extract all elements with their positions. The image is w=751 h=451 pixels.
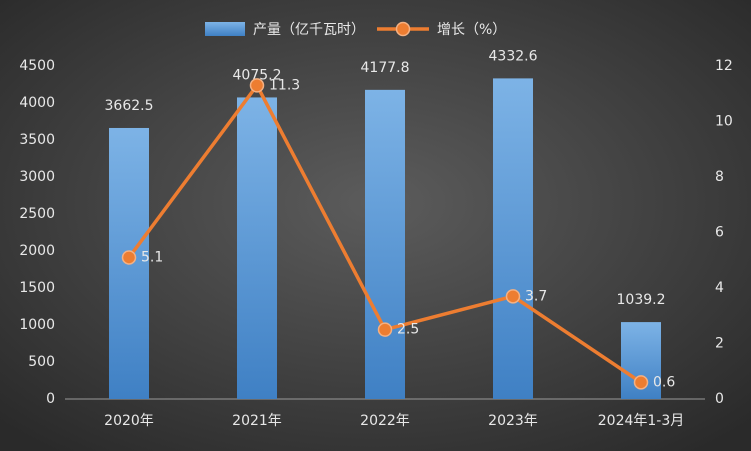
- y2-tick-label: 4: [715, 280, 724, 296]
- x-tick-label: 2023年: [488, 413, 538, 429]
- x-tick-label: 2024年1-3月: [598, 413, 685, 429]
- y2-tick-label: 8: [715, 169, 724, 185]
- bar-value-label: 4332.6: [489, 48, 538, 64]
- y-tick-label: 1000: [19, 317, 55, 333]
- y-tick-label: 1500: [19, 280, 55, 296]
- bar-value-label: 3662.5: [105, 98, 154, 114]
- bar-value-label: 4075.2: [233, 67, 282, 83]
- bar: [365, 89, 405, 399]
- line-value-label: 11.3: [269, 77, 300, 93]
- x-tick-label: 2020年: [104, 413, 154, 429]
- bar: [237, 97, 277, 399]
- y-tick-label: 3500: [19, 132, 55, 148]
- y-tick-label: 4500: [19, 58, 55, 74]
- line-value-label: 5.1: [141, 249, 163, 265]
- legend-label: 增长（%）: [437, 22, 506, 38]
- y-tick-label: 3000: [19, 169, 55, 185]
- line-value-label: 2.5: [397, 322, 419, 338]
- legend-swatch-marker: [395, 21, 411, 37]
- y-tick-label: 4000: [19, 95, 55, 111]
- bar-value-label: 4177.8: [361, 60, 410, 76]
- line-marker: [121, 250, 137, 265]
- line-marker: [633, 375, 649, 390]
- line-value-label: 3.7: [525, 288, 547, 304]
- bar-value-label: 1039.2: [617, 292, 666, 308]
- line-value-label: 0.6: [653, 374, 675, 390]
- y-tick-label: 0: [46, 391, 55, 407]
- x-tick-label: 2022年: [360, 413, 410, 429]
- legend-label: 产量（亿千瓦时）: [253, 22, 365, 38]
- bar: [493, 78, 533, 399]
- y2-tick-label: 2: [715, 336, 724, 352]
- line-marker: [377, 322, 393, 337]
- y-tick-label: 2000: [19, 243, 55, 259]
- line-marker: [249, 78, 265, 93]
- y-tick-label: 2500: [19, 206, 55, 222]
- y2-tick-label: 12: [715, 58, 733, 74]
- y2-tick-label: 10: [715, 114, 733, 130]
- line-marker: [505, 289, 521, 304]
- x-tick-label: 2021年: [232, 413, 282, 429]
- y-tick-label: 500: [28, 354, 55, 370]
- legend-swatch: [205, 22, 245, 36]
- y2-tick-label: 0: [715, 391, 724, 407]
- y2-tick-label: 6: [715, 225, 724, 241]
